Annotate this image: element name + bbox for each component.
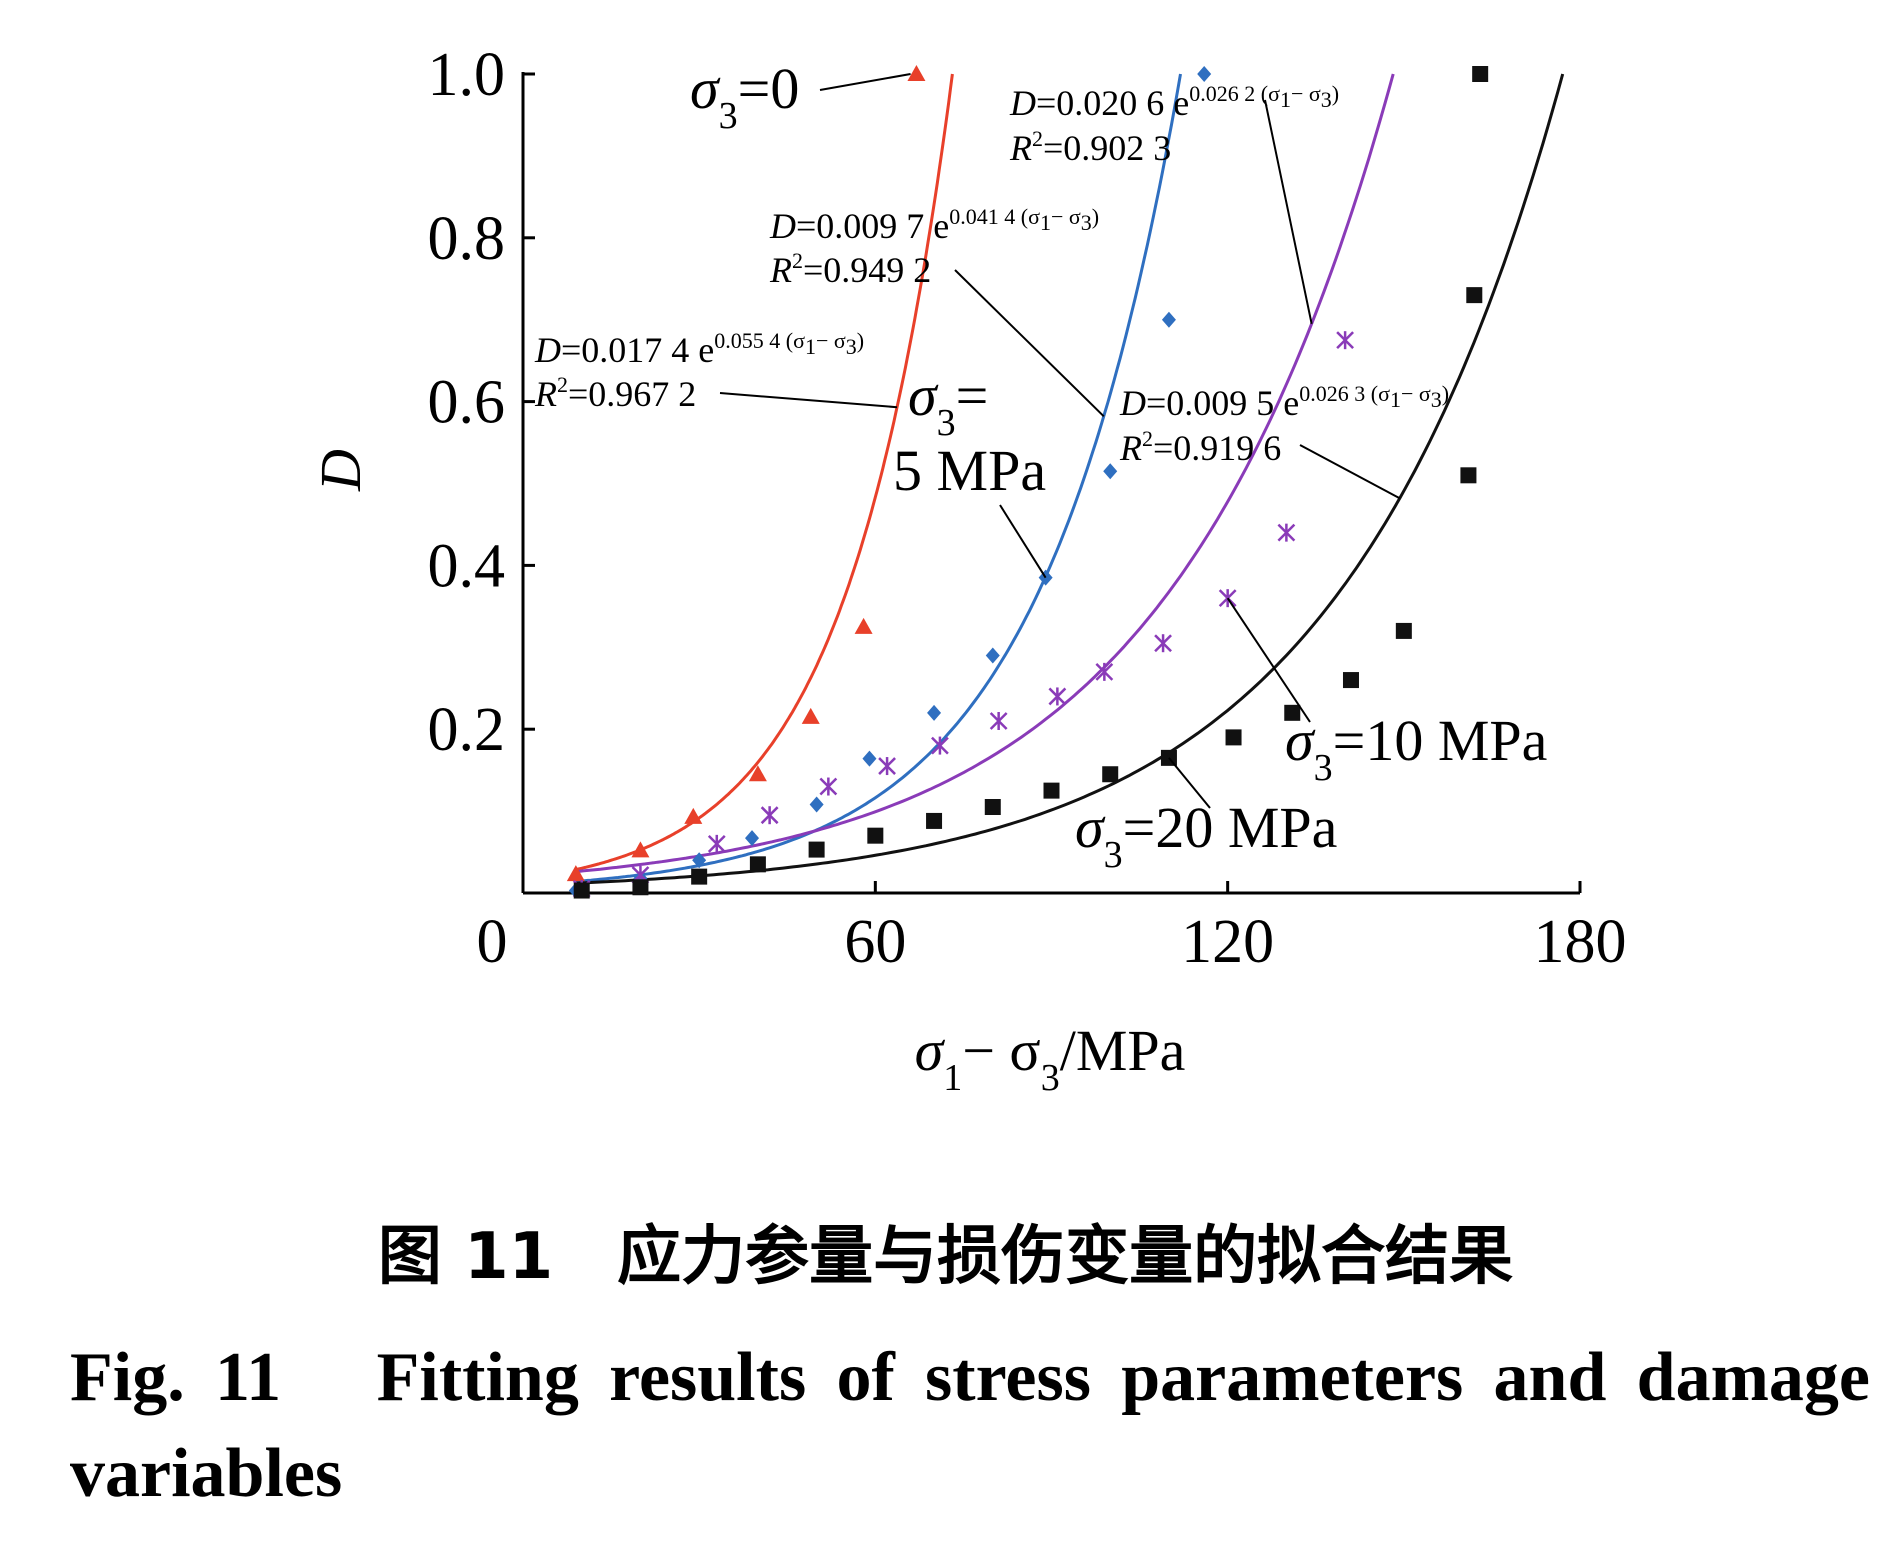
leader-equation-sigma3-10	[1264, 99, 1313, 324]
leader-sigma3-20	[1168, 757, 1211, 809]
leader-sigma3-5	[999, 504, 1047, 579]
x-tick-label: 180	[1534, 908, 1627, 976]
data-point-series-2	[1336, 331, 1354, 350]
x-axis-title-sub3: 3	[1041, 1057, 1060, 1099]
data-point-series-3	[573, 882, 590, 899]
x-axis-title-sub1: 1	[943, 1057, 962, 1099]
data-point-series-0	[684, 807, 703, 824]
equation-sigma3-0: D=0.017 4 e0.055 4 (σ1− σ3) R2=0.967 2	[534, 316, 873, 414]
data-point-series-1	[1197, 66, 1212, 82]
data-point-series-1	[809, 796, 824, 813]
data-point-series-2	[1048, 687, 1067, 706]
tick-labels: 60 120 180 0.2 0.4 0.6 0.8 1.0	[428, 41, 1627, 976]
data-point-series-2	[931, 736, 949, 755]
data-point-series-1	[692, 852, 707, 869]
data-point-series-3	[808, 841, 825, 858]
fit-curve-series-3	[575, 73, 1565, 885]
data-point-series-2	[819, 777, 838, 796]
fit-curve-series-1	[575, 73, 1182, 883]
data-point-series-1	[862, 750, 877, 767]
x-tick-label: 120	[1181, 908, 1274, 976]
figure-caption-english: Fig. 11 Fitting results of stress parame…	[70, 1339, 1870, 1512]
data-point-series-0	[907, 65, 926, 81]
x-axis-title-unit: /MPa	[1060, 1018, 1186, 1083]
data-point-series-3	[1225, 729, 1242, 746]
data-point-series-3	[1472, 66, 1489, 82]
x-axis-title-minus: − σ	[962, 1018, 1040, 1083]
data-point-series-2	[707, 834, 726, 853]
data-point-series-2	[1095, 662, 1114, 681]
leader-equation-sigma3-20	[1299, 444, 1401, 500]
series-label-sigma3-20: σ3=20 MPa	[1075, 795, 1337, 876]
series-label-sigma3-0: σ3=0	[690, 56, 799, 137]
y-tick-label: 1.0	[428, 41, 506, 109]
data-point-series-1	[985, 647, 1000, 664]
y-tick-label: 0.2	[428, 696, 506, 764]
leader-sigma3-10	[1226, 597, 1311, 723]
data-point-series-3	[1460, 467, 1477, 484]
data-point-series-3	[1342, 672, 1359, 689]
equation-sigma3-10: D=0.020 6 e0.026 2 (σ1− σ3) R2=0.902 3	[1009, 69, 1348, 168]
x-axis-title: σ1− σ3/MPa	[915, 1018, 1186, 1099]
leader-sigma3-0	[819, 73, 911, 91]
data-point-series-1	[927, 704, 942, 721]
x-origin-label: 0	[477, 908, 508, 976]
data-point-series-0	[854, 617, 873, 634]
y-tick-label: 0.8	[428, 205, 506, 273]
y-axis-title: D	[308, 449, 373, 492]
data-point-series-0	[748, 765, 767, 782]
data-point-series-0	[566, 865, 585, 882]
data-point-series-0	[631, 841, 650, 858]
data-point-series-2	[760, 806, 779, 825]
y-tick-label: 0.4	[428, 532, 506, 600]
chart: 0 60 120 180 0.2 0.4 0.6 0.8 1.0 D σ1− σ3/MPa σ…	[308, 41, 1627, 1099]
data-point-series-1	[1103, 463, 1118, 480]
x-tick-label: 60	[844, 908, 906, 976]
data-point-series-3	[632, 879, 649, 896]
series-label-sigma3-10: σ3=10 MPa	[1285, 708, 1547, 789]
data-point-series-3	[1102, 766, 1119, 783]
data-point-series-3	[1395, 622, 1412, 639]
data-point-series-3	[691, 868, 708, 885]
figure-caption-chinese: 图 11 应力参量与损伤变量的拟合结果	[377, 1220, 1514, 1294]
equation-sigma3-20: D=0.009 5 e0.026 3 (σ1− σ3) R2=0.919 6	[1119, 369, 1458, 468]
data-point-series-3	[749, 856, 766, 873]
data-point-series-3	[1284, 704, 1301, 721]
fit-curve-series-2	[575, 73, 1395, 874]
axes	[521, 72, 1582, 895]
data-point-series-2	[1154, 634, 1172, 653]
leader-equation-sigma3-5	[954, 269, 1105, 418]
x-axis-title-sigma1: σ	[915, 1018, 946, 1083]
data-point-series-3	[1043, 782, 1060, 799]
leader-equation-sigma3-0	[719, 392, 898, 409]
data-point-series-2	[878, 757, 896, 776]
data-point-series-3	[984, 799, 1001, 816]
series-label-sigma3-5: σ3= 5 MPa	[893, 363, 1046, 503]
data-point-series-3	[926, 812, 943, 829]
annotation-leaders	[719, 73, 1401, 809]
data-point-series-2	[1277, 523, 1296, 542]
data-point-series-0	[801, 707, 820, 724]
equation-sigma3-5: D=0.009 7 e0.041 4 (σ1− σ3) R2=0.949 2	[769, 192, 1108, 290]
data-point-series-3	[867, 827, 884, 844]
data-point-series-1	[1161, 311, 1176, 328]
data-point-series-1	[745, 830, 760, 847]
data-point-series-2	[989, 712, 1008, 731]
data-point-series-3	[1466, 287, 1483, 304]
y-tick-label: 0.6	[428, 369, 506, 437]
